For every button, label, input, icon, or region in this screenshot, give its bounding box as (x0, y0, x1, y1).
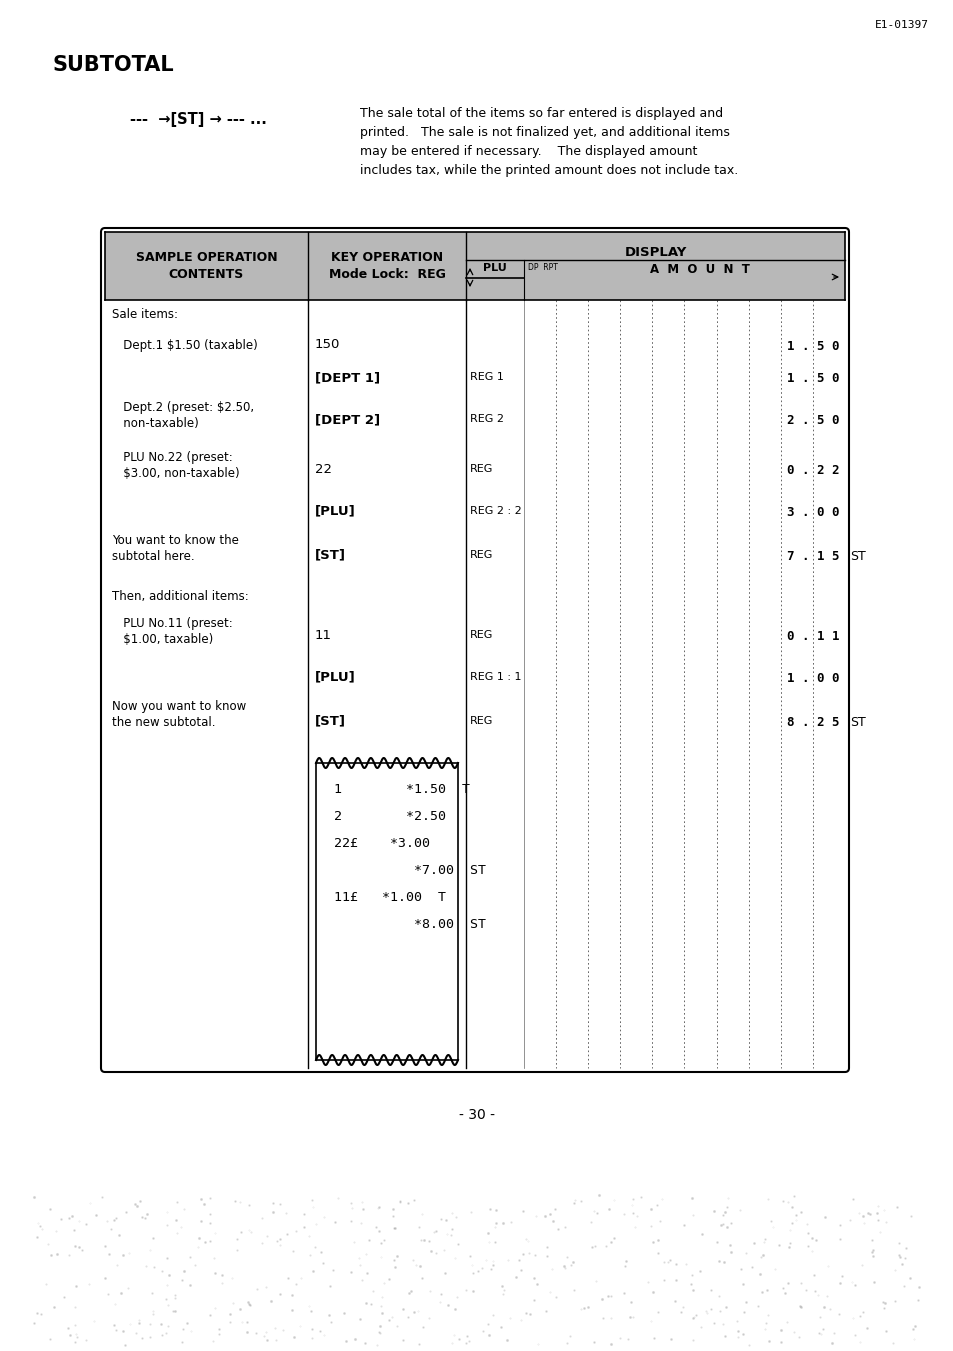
Text: 0 . 1 1: 0 . 1 1 (786, 630, 839, 643)
Text: Now you want to know: Now you want to know (112, 700, 246, 713)
Text: REG 1: REG 1 (470, 373, 503, 382)
Text: non-taxable): non-taxable) (112, 417, 198, 430)
Text: 1        *1.50  T: 1 *1.50 T (334, 784, 470, 796)
Text: *8.00  ST: *8.00 ST (334, 917, 485, 931)
Text: You want to know the: You want to know the (112, 534, 238, 547)
Text: the new subtotal.: the new subtotal. (112, 716, 215, 730)
Text: Dept.2 (preset: $2.50,: Dept.2 (preset: $2.50, (112, 401, 253, 413)
Text: REG: REG (470, 550, 493, 559)
Text: REG: REG (470, 716, 493, 725)
Text: PLU No.11 (preset:: PLU No.11 (preset: (112, 617, 233, 630)
Text: 1 . 0 0: 1 . 0 0 (786, 671, 839, 685)
Text: $3.00, non-taxable): $3.00, non-taxable) (112, 467, 239, 480)
Bar (315, 763, 457, 1061)
Text: Sale items:: Sale items: (112, 308, 178, 322)
FancyBboxPatch shape (101, 228, 848, 1071)
Text: may be entered if necessary.    The displayed amount: may be entered if necessary. The display… (359, 145, 697, 158)
Text: DISPLAY: DISPLAY (623, 246, 686, 259)
Text: [ST]: [ST] (314, 715, 346, 727)
Text: [DEPT 1]: [DEPT 1] (314, 372, 379, 385)
Text: $1.00, taxable): $1.00, taxable) (112, 634, 213, 646)
Text: REG 2 : 2: REG 2 : 2 (470, 505, 521, 516)
Text: [ST]: [ST] (314, 549, 346, 562)
Text: REG 2: REG 2 (470, 413, 503, 424)
Text: printed.   The sale is not finalized yet, and additional items: printed. The sale is not finalized yet, … (359, 126, 729, 139)
Text: 2 . 5 0: 2 . 5 0 (786, 413, 839, 427)
Text: KEY OPERATION
Mode Lock:  REG: KEY OPERATION Mode Lock: REG (328, 251, 445, 281)
Text: E1-01397: E1-01397 (874, 20, 928, 30)
Text: [PLU]: [PLU] (314, 504, 355, 517)
Bar (105, 232, 844, 300)
Text: [DEPT 2]: [DEPT 2] (314, 413, 379, 426)
Text: 11£   *1.00  T: 11£ *1.00 T (334, 892, 446, 904)
Text: REG: REG (470, 630, 493, 640)
Text: Then, additional items:: Then, additional items: (112, 590, 249, 603)
Text: REG 1 : 1: REG 1 : 1 (470, 671, 521, 681)
Text: SAMPLE OPERATION
CONTENTS: SAMPLE OPERATION CONTENTS (135, 251, 277, 281)
Text: includes tax, while the printed amount does not include tax.: includes tax, while the printed amount d… (359, 163, 738, 177)
Text: 1 . 5 0: 1 . 5 0 (786, 339, 839, 353)
Text: 8 . 2 5: 8 . 2 5 (786, 716, 839, 728)
Text: 22£    *3.00: 22£ *3.00 (334, 838, 430, 850)
Text: ST: ST (849, 550, 864, 562)
Text: *7.00  ST: *7.00 ST (334, 865, 485, 877)
Text: Dept.1 $1.50 (taxable): Dept.1 $1.50 (taxable) (112, 339, 257, 351)
Text: ST: ST (849, 716, 864, 728)
Text: 150: 150 (314, 339, 340, 351)
Text: - 30 -: - 30 - (458, 1108, 495, 1121)
Text: PLU: PLU (482, 263, 506, 273)
Text: 1 . 5 0: 1 . 5 0 (786, 373, 839, 385)
Text: A  M  O  U  N  T: A M O U N T (649, 263, 749, 276)
Text: 22: 22 (314, 463, 332, 476)
Text: PLU No.22 (preset:: PLU No.22 (preset: (112, 451, 233, 463)
Text: [PLU]: [PLU] (314, 670, 355, 684)
Text: REG: REG (470, 463, 493, 474)
Text: The sale total of the items so far entered is displayed and: The sale total of the items so far enter… (359, 107, 722, 120)
Text: 11: 11 (314, 630, 332, 642)
Text: ---  →[ST] → --- ...: --- →[ST] → --- ... (130, 112, 267, 127)
Text: 0 . 2 2: 0 . 2 2 (786, 463, 839, 477)
Text: 3 . 0 0: 3 . 0 0 (786, 505, 839, 519)
Text: 2        *2.50: 2 *2.50 (334, 811, 446, 823)
Text: 7 . 1 5: 7 . 1 5 (786, 550, 839, 562)
Text: subtotal here.: subtotal here. (112, 550, 194, 563)
Text: SUBTOTAL: SUBTOTAL (52, 55, 173, 76)
Text: DP  RPT: DP RPT (527, 263, 558, 272)
